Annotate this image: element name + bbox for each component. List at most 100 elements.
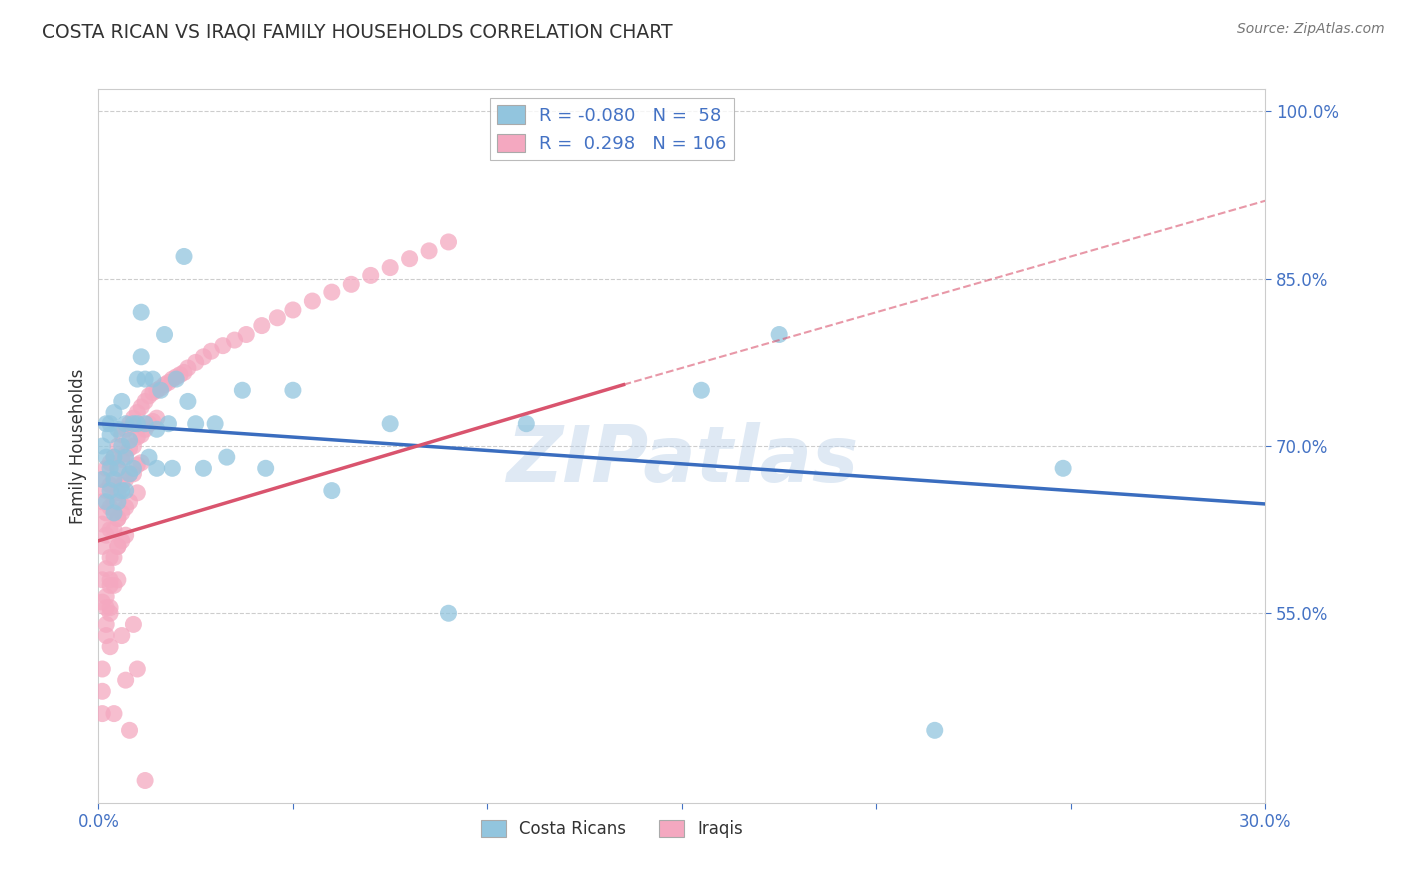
Point: [138, 417, 160, 431]
Point: [98, 483, 121, 498]
Point: [204, 417, 226, 431]
Point: [96, 506, 118, 520]
Point: [91, 472, 114, 486]
Point: [165, 369, 187, 384]
Point: [157, 376, 180, 390]
Point: [91, 439, 114, 453]
Point: [107, 461, 129, 475]
Point: [103, 506, 125, 520]
Point: [98, 456, 121, 470]
Point: [103, 494, 125, 508]
Point: [129, 456, 152, 470]
Point: [924, 723, 946, 738]
Point: [111, 628, 134, 642]
Point: [91, 662, 114, 676]
Point: [129, 400, 152, 414]
Point: [515, 417, 537, 431]
Point: [149, 381, 172, 395]
Point: [118, 434, 141, 448]
Point: [98, 478, 121, 492]
Point: [127, 430, 149, 444]
Point: [98, 550, 121, 565]
Point: [134, 422, 156, 436]
Point: [235, 327, 257, 342]
Point: [118, 417, 141, 431]
Point: [127, 662, 149, 676]
Point: [281, 303, 304, 318]
Point: [321, 285, 343, 300]
Point: [118, 442, 141, 455]
Point: [118, 467, 141, 481]
Point: [690, 383, 713, 397]
Point: [91, 516, 114, 531]
Point: [107, 539, 129, 553]
Point: [96, 528, 118, 542]
Point: [107, 439, 129, 453]
Point: [129, 350, 152, 364]
Point: [146, 383, 169, 397]
Point: [107, 511, 129, 525]
Point: [107, 539, 129, 553]
Point: [96, 417, 118, 431]
Point: [146, 461, 169, 475]
Point: [114, 500, 136, 515]
Point: [96, 483, 118, 498]
Point: [103, 450, 125, 464]
Point: [266, 310, 288, 325]
Point: [96, 617, 118, 632]
Point: [96, 461, 118, 475]
Point: [193, 350, 215, 364]
Y-axis label: Family Households: Family Households: [69, 368, 87, 524]
Point: [142, 385, 165, 400]
Point: [103, 706, 125, 721]
Point: [127, 405, 149, 419]
Point: [134, 394, 156, 409]
Point: [212, 338, 235, 352]
Point: [177, 360, 200, 375]
Point: [153, 327, 176, 342]
Point: [91, 472, 114, 486]
Point: [96, 562, 118, 576]
Point: [103, 472, 125, 486]
Point: [103, 472, 125, 486]
Point: [122, 411, 145, 425]
Point: [380, 260, 402, 275]
Point: [122, 439, 145, 453]
Point: [111, 533, 134, 548]
Point: [114, 472, 136, 486]
Point: [111, 483, 134, 498]
Point: [107, 461, 129, 475]
Point: [134, 417, 156, 431]
Point: [340, 277, 363, 292]
Point: [107, 573, 129, 587]
Point: [380, 417, 402, 431]
Point: [118, 494, 141, 508]
Point: [281, 383, 304, 397]
Text: ZIPatlas: ZIPatlas: [506, 422, 858, 499]
Point: [111, 506, 134, 520]
Point: [98, 640, 121, 654]
Point: [157, 417, 180, 431]
Point: [142, 414, 165, 429]
Point: [114, 673, 136, 687]
Text: COSTA RICAN VS IRAQI FAMILY HOUSEHOLDS CORRELATION CHART: COSTA RICAN VS IRAQI FAMILY HOUSEHOLDS C…: [42, 22, 673, 41]
Point: [107, 422, 129, 436]
Point: [127, 458, 149, 472]
Point: [122, 617, 145, 632]
Point: [111, 439, 134, 453]
Point: [146, 411, 169, 425]
Point: [437, 606, 460, 620]
Point: [98, 500, 121, 515]
Point: [91, 595, 114, 609]
Point: [149, 383, 172, 397]
Point: [134, 372, 156, 386]
Point: [114, 422, 136, 436]
Point: [103, 550, 125, 565]
Point: [360, 268, 382, 283]
Point: [127, 485, 149, 500]
Point: [98, 523, 121, 537]
Point: [98, 578, 121, 592]
Point: [250, 318, 273, 333]
Point: [122, 417, 145, 431]
Point: [98, 600, 121, 615]
